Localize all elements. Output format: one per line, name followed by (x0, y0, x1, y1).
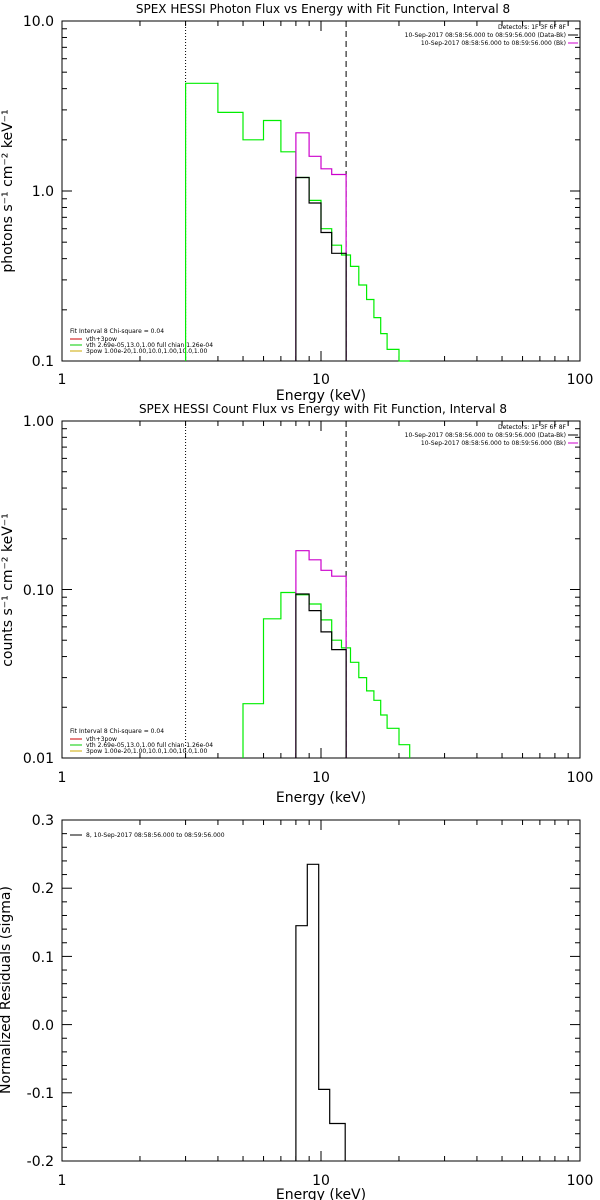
y-tick-label: 0.1 (32, 354, 54, 370)
legend-top-left: 8, 10-Sep-2017 08:58:56.000 to 08:59:56.… (70, 832, 225, 839)
legend-entry: 8, 10-Sep-2017 08:58:56.000 to 08:59:56.… (86, 832, 225, 839)
y-axis-label: counts s⁻¹ cm⁻² keV⁻¹ (0, 513, 16, 667)
plot-area (61, 421, 580, 759)
plot-area (61, 819, 580, 1162)
plot-frame (61, 20, 581, 362)
y-tick-label: 0.01 (23, 751, 54, 767)
series-line (185, 82, 410, 362)
y-tick-label: 0.3 (32, 813, 54, 829)
legend-entry: 10-Sep-2017 08:58:56.000 to 08:59:56.000… (405, 432, 566, 439)
y-tick-label: -0.1 (27, 1086, 54, 1102)
legend-entry: 10-Sep-2017 08:58:56.000 to 08:59:56.000… (421, 440, 566, 447)
x-tick-label: 100 (567, 770, 594, 786)
legend-entry: Fit Interval 8 Chi-square = 0.04 (70, 328, 164, 335)
x-tick-labels: 1 10 100 (58, 1173, 594, 1189)
y-axis-label: Normalized Residuals (sigma) (0, 886, 14, 1094)
series-line (295, 550, 347, 758)
x-tick-label: 1 (58, 770, 67, 786)
count-flux-panel: SPEX HESSI Count Flux vs Energy with Fit… (0, 402, 593, 806)
y-tick-label: -0.2 (27, 1154, 54, 1170)
legend-entry: vth+3pow (86, 736, 117, 743)
legend-entry: 10-Sep-2017 08:58:56.000 to 08:59:56.000… (405, 32, 566, 39)
chart-title: SPEX HESSI Count Flux vs Energy with Fit… (139, 402, 507, 416)
series-line (295, 132, 347, 361)
legend-top-right: Detectors: 1F 3F 6F 8F 10-Sep-2017 08:58… (405, 24, 578, 47)
residuals-panel: Energy (keV) Normalized Residuals (sigma… (0, 813, 593, 1200)
legend-entry: Detectors: 1F 3F 6F 8F (498, 424, 567, 431)
x-tick-labels: 1 10 100 (58, 770, 594, 786)
series-line (295, 593, 347, 758)
legend-entry: 10-Sep-2017 08:58:56.000 to 08:59:56.000… (421, 40, 566, 47)
x-axis-label: Energy (keV) (276, 790, 366, 806)
plot-frame (61, 420, 581, 759)
y-tick-label: 0.1 (32, 950, 54, 966)
legend-top-right: Detectors: 1F 3F 6F 8F 10-Sep-2017 08:58… (405, 424, 578, 447)
chart-title: SPEX HESSI Photon Flux vs Energy with Fi… (136, 2, 510, 16)
x-axis-label: Energy (keV) (276, 1187, 366, 1200)
series-line (295, 176, 347, 361)
y-tick-labels: -0.2 -0.1 0.0 0.1 0.2 0.3 (27, 813, 54, 1170)
legend-entry: vth+3pow (86, 336, 117, 343)
legend-entry: vth 2.69e-05,13.0,1.00 full chian 1.26e-… (86, 742, 213, 749)
x-tick-label: 1 (58, 372, 67, 388)
x-tick-label: 100 (567, 372, 594, 388)
x-tick-label: 1 (58, 1173, 67, 1189)
plot-area (61, 21, 580, 362)
plot-frame (61, 819, 581, 1162)
y-tick-labels: 0.1 1.0 10.0 (23, 14, 54, 370)
legend-entry: vth 2.69e-05,13.0,1.00 full chian 1.26e-… (86, 342, 213, 349)
x-tick-label: 100 (567, 1173, 594, 1189)
legend-entry: 3pow 1.00e-20,1.00,10.0,1.00,10.0,1.00 (86, 348, 207, 355)
y-tick-label: 0.10 (23, 583, 54, 599)
x-tick-label: 10 (312, 770, 330, 786)
photon-flux-panel: SPEX HESSI Photon Flux vs Energy with Fi… (0, 2, 593, 404)
x-axis-label: Energy (keV) (276, 388, 366, 404)
legend-entry: Detectors: 1F 3F 6F 8F (498, 24, 567, 31)
series-line (242, 591, 411, 758)
y-tick-label: 1.00 (23, 414, 54, 430)
y-tick-label: 1.0 (32, 184, 54, 200)
series-line (295, 863, 346, 1161)
y-axis-label: photons s⁻¹ cm⁻² keV⁻¹ (0, 109, 16, 272)
x-tick-label: 10 (312, 372, 330, 388)
legend-bottom-left: Fit Interval 8 Chi-square = 0.04 vth+3po… (70, 728, 213, 755)
y-tick-label: 0.0 (32, 1018, 54, 1034)
y-tick-labels: 0.01 0.10 1.00 (23, 414, 54, 767)
y-tick-label: 0.2 (32, 881, 54, 897)
x-tick-labels: 1 10 100 (58, 372, 594, 388)
legend-entry: Fit Interval 8 Chi-square = 0.04 (70, 728, 164, 735)
y-tick-label: 10.0 (23, 14, 54, 30)
legend-bottom-left: Fit Interval 8 Chi-square = 0.04 vth+3po… (70, 328, 213, 355)
legend-entry: 3pow 1.00e-20,1.00,10.0,1.00,10.0,1.00 (86, 748, 207, 755)
x-tick-label: 10 (312, 1173, 330, 1189)
